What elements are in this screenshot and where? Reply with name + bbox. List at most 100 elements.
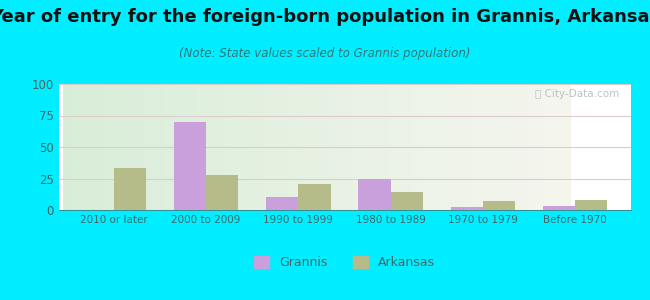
Bar [141, 84, 142, 210]
Bar [261, 84, 263, 210]
Bar [352, 84, 354, 210]
Bar [285, 84, 287, 210]
Bar [266, 197, 298, 210]
Bar [180, 84, 181, 210]
Bar [422, 84, 423, 210]
Bar [398, 84, 400, 210]
Bar [295, 84, 296, 210]
Bar [153, 84, 155, 210]
Bar [329, 84, 330, 210]
Bar [107, 84, 109, 210]
Bar [234, 84, 236, 210]
Bar [144, 84, 146, 210]
Bar [530, 84, 532, 210]
Bar [212, 84, 214, 210]
Bar [206, 175, 239, 210]
Bar [545, 84, 547, 210]
Bar [483, 201, 515, 210]
Bar [240, 84, 242, 210]
Bar [80, 84, 82, 210]
Bar [403, 84, 405, 210]
Bar [178, 84, 180, 210]
Bar [341, 84, 342, 210]
Bar [246, 84, 248, 210]
Bar [557, 84, 559, 210]
Bar [473, 84, 474, 210]
Bar [96, 84, 97, 210]
Bar [493, 84, 495, 210]
Bar [114, 84, 116, 210]
Bar [523, 84, 525, 210]
Bar [430, 84, 432, 210]
Bar [405, 84, 406, 210]
Legend: Grannis, Arkansas: Grannis, Arkansas [254, 256, 435, 269]
Bar [498, 84, 499, 210]
Bar [117, 84, 119, 210]
Bar [111, 84, 112, 210]
Bar [150, 84, 151, 210]
Bar [516, 84, 518, 210]
Bar [542, 84, 543, 210]
Bar [521, 84, 523, 210]
Bar [342, 84, 344, 210]
Bar [385, 84, 386, 210]
Bar [68, 84, 70, 210]
Bar [425, 84, 427, 210]
Bar [560, 84, 562, 210]
Bar [411, 84, 413, 210]
Bar [283, 84, 285, 210]
Bar [176, 84, 178, 210]
Bar [70, 84, 72, 210]
Bar [354, 84, 356, 210]
Bar [202, 84, 203, 210]
Bar [181, 84, 183, 210]
Bar [142, 84, 144, 210]
Bar [364, 84, 366, 210]
Bar [192, 84, 193, 210]
Bar [320, 84, 322, 210]
Bar [133, 84, 134, 210]
Bar [139, 84, 141, 210]
Bar [543, 206, 575, 210]
Bar [317, 84, 318, 210]
Bar [372, 84, 374, 210]
Bar [312, 84, 313, 210]
Bar [344, 84, 346, 210]
Bar [105, 84, 107, 210]
Bar [383, 84, 385, 210]
Bar [512, 84, 513, 210]
Bar [518, 84, 520, 210]
Bar [501, 84, 503, 210]
Bar [552, 84, 554, 210]
Bar [420, 84, 422, 210]
Bar [495, 84, 496, 210]
Bar [155, 84, 156, 210]
Bar [200, 84, 202, 210]
Bar [481, 84, 482, 210]
Bar [543, 84, 545, 210]
Bar [224, 84, 226, 210]
Bar [148, 84, 150, 210]
Bar [313, 84, 315, 210]
Bar [310, 84, 312, 210]
Bar [478, 84, 479, 210]
Bar [486, 84, 488, 210]
Bar [445, 84, 447, 210]
Bar [298, 84, 300, 210]
Bar [432, 84, 434, 210]
Bar [215, 84, 217, 210]
Bar [489, 84, 491, 210]
Bar [75, 84, 77, 210]
Bar [361, 84, 363, 210]
Bar [164, 84, 166, 210]
Bar [484, 84, 486, 210]
Bar [350, 84, 352, 210]
Bar [324, 84, 325, 210]
Bar [555, 84, 557, 210]
Bar [188, 84, 190, 210]
Bar [564, 84, 566, 210]
Bar [218, 84, 220, 210]
Bar [408, 84, 410, 210]
Bar [469, 84, 471, 210]
Bar [254, 84, 256, 210]
